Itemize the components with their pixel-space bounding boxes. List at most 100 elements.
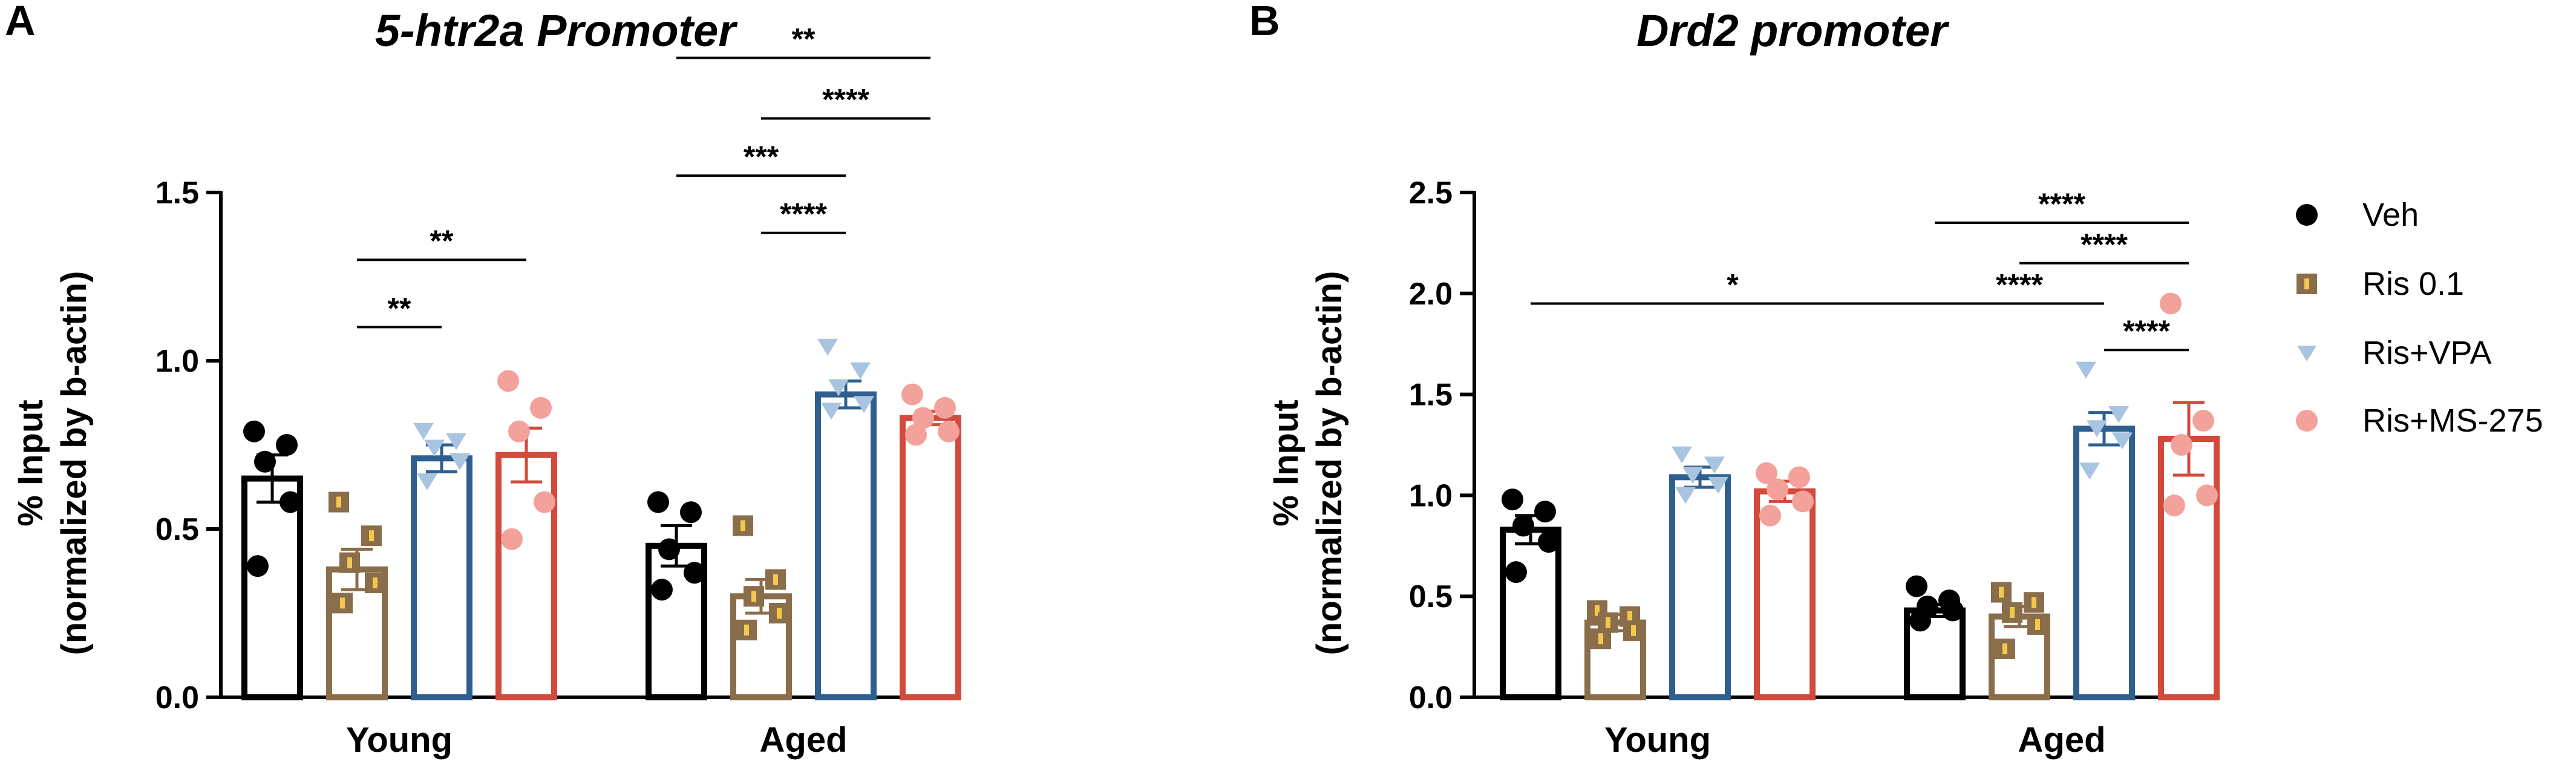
data-point-risms (1756, 462, 1777, 484)
panel-letter-a: A (5, 0, 36, 44)
significance-label: ** (792, 22, 816, 56)
category-label-young: Young (346, 720, 453, 760)
data-point-risvpa (446, 433, 466, 450)
data-point-risvpa (1708, 476, 1728, 494)
y-tick-label: 1.5 (1409, 378, 1453, 413)
bar-risms (2158, 435, 2220, 700)
significance-label: ** (388, 291, 411, 325)
data-point-risvpa (1704, 456, 1725, 474)
data-point-veh (1534, 501, 1556, 523)
y-axis-sublabel-a: (normalized by b-actin) (54, 271, 94, 656)
data-point-mark-ris01 (340, 597, 345, 609)
data-point-mark-ris01 (773, 574, 778, 585)
data-point-mark-ris01 (369, 530, 374, 542)
significance-label: * (1727, 268, 1739, 301)
data-point-risms (1788, 466, 1810, 488)
y-axis-label-b: % Input (1266, 400, 1306, 526)
y-tick-label: 1.5 (155, 176, 199, 211)
data-point-mark-ris01 (347, 557, 352, 568)
y-tick-label: 2.5 (1409, 176, 1453, 211)
legend-label-risvpa: Ris+VPA (2362, 335, 2492, 371)
data-point-veh (254, 450, 276, 473)
data-point-veh (684, 562, 705, 584)
chart-title-b: Drd2 promoter (1636, 5, 1950, 56)
data-point-veh (247, 555, 269, 577)
y-axis-sublabel-b: (normalized by b-actin) (1310, 271, 1349, 656)
data-point-mark-ris01 (373, 577, 378, 588)
data-point-risms (905, 424, 927, 446)
data-point-veh (647, 491, 669, 513)
data-point-risvpa (1675, 487, 1696, 504)
legend-label-risms: Ris+MS-275 (2362, 403, 2543, 439)
data-point-mark-ris01 (2010, 607, 2015, 618)
significance-label: **** (780, 197, 827, 231)
data-point-risvpa (854, 396, 874, 413)
data-point-risms (2160, 292, 2182, 315)
bar-veh (1500, 527, 1561, 700)
significance-label: ** (430, 224, 454, 258)
data-point-risvpa (424, 439, 445, 457)
data-point-risvpa (2076, 361, 2096, 379)
data-point-veh (1502, 488, 1523, 511)
data-point-risms (1792, 490, 1814, 513)
data-point-risvpa (828, 379, 849, 396)
legend-marker-risms (2296, 410, 2318, 432)
data-point-mark-ris01 (2035, 619, 2040, 630)
data-point-veh (1942, 599, 1964, 622)
data-point-veh (1909, 610, 1931, 632)
data-point-risms (2196, 484, 2218, 507)
data-point-veh (1906, 575, 1927, 597)
significance-label: **** (2123, 314, 2170, 348)
data-point-mark-ris01 (744, 624, 749, 636)
data-point-mark-ris01 (1631, 625, 1636, 636)
data-point-mark-ris01 (751, 591, 756, 602)
significance-label: **** (822, 83, 869, 117)
data-point-mark-ris01 (336, 496, 341, 508)
data-point-risms (901, 383, 923, 406)
bar-risvpa (411, 455, 472, 700)
data-point-risvpa (2112, 432, 2133, 450)
data-point-veh (658, 538, 680, 561)
category-label-aged: Aged (760, 720, 848, 760)
data-point-veh (243, 420, 265, 442)
data-point-risms (2171, 434, 2192, 456)
legend-marker-veh (2296, 204, 2318, 226)
data-point-mark-ris01 (777, 608, 782, 619)
data-point-risms (530, 396, 552, 419)
y-tick-label: 1.0 (1409, 478, 1453, 513)
significance-label: *** (744, 140, 779, 174)
data-point-risms (2192, 409, 2214, 432)
legend: Veh Ris 0.1 Ris+VPA Ris+MS-275 (2296, 197, 2543, 439)
data-point-risvpa (1672, 446, 1692, 464)
data-point-veh (276, 434, 298, 456)
legend-marker-ris01-inner (2304, 278, 2309, 289)
data-point-veh (651, 579, 673, 601)
bar-risvpa (1669, 474, 1731, 700)
data-point-risvpa (2087, 420, 2107, 438)
data-point-mark-ris01 (1606, 617, 1610, 628)
chart-title-a: 5-htr2a Promoter (375, 5, 738, 56)
category-label-young: Young (1604, 720, 1711, 760)
data-point-mark-ris01 (2002, 643, 2007, 654)
data-point-veh (280, 491, 301, 513)
data-point-veh (1538, 531, 1560, 553)
data-point-risvpa (821, 403, 842, 420)
bar-risms (900, 415, 961, 701)
data-point-risms (497, 370, 519, 392)
legend-label-ris01: Ris 0.1 (2362, 266, 2464, 302)
data-point-mark-ris01 (1999, 587, 2004, 598)
data-point-mark-ris01 (1598, 633, 1603, 645)
category-label-aged: Aged (2018, 720, 2106, 760)
y-tick-label: 0.0 (1409, 680, 1453, 715)
legend-label-veh: Veh (2362, 197, 2419, 233)
data-point-risms (1759, 504, 1781, 527)
data-point-risms (912, 407, 934, 429)
bar-risvpa (815, 391, 877, 700)
legend-marker-risvpa (2297, 346, 2316, 361)
significance-label: **** (2081, 228, 2128, 261)
data-point-risvpa (850, 362, 871, 380)
data-point-risms (938, 420, 959, 442)
